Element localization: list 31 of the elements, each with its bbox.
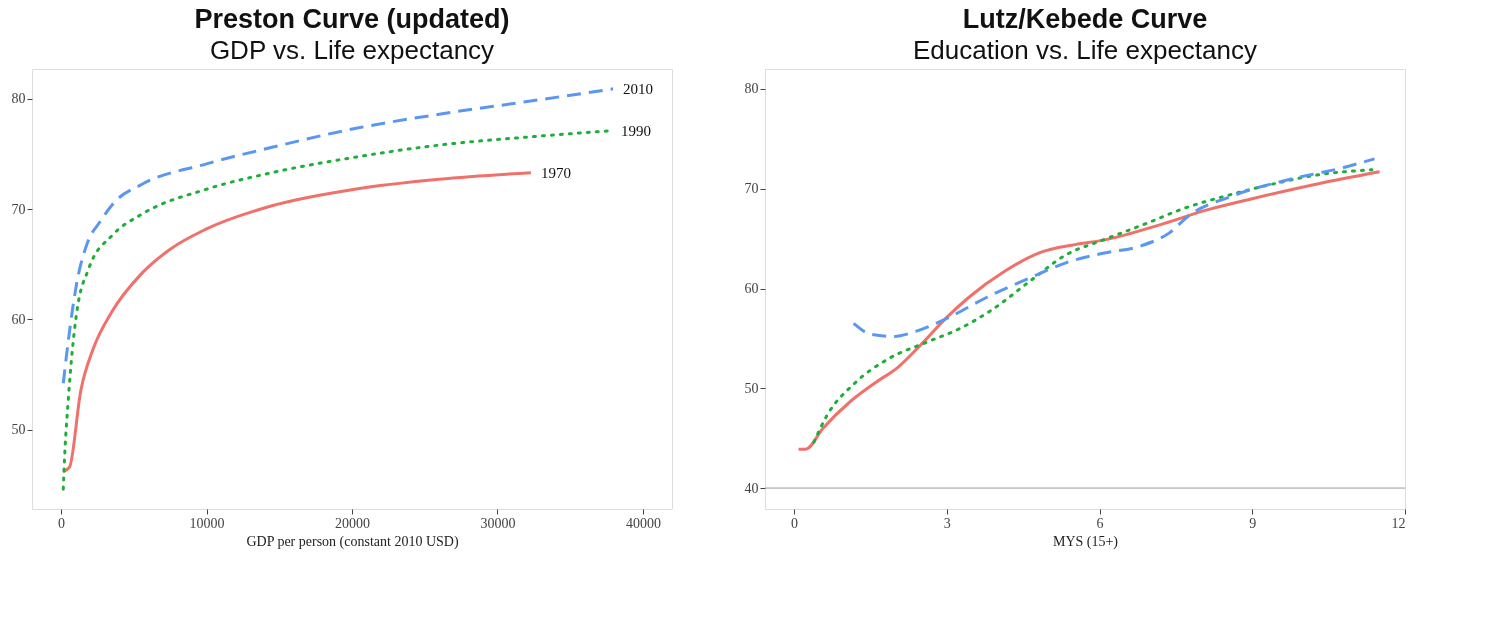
x-tick-label: 0 [58, 515, 66, 531]
y-tick-label: 40 [744, 480, 759, 496]
x-axis-title: MYS (15+) [1052, 533, 1119, 550]
chart-title: Lutz/Kebede Curve [962, 4, 1208, 34]
x-tick-label: 30000 [480, 515, 516, 531]
y-tick-label: 50 [11, 422, 26, 438]
series-label: 1990 [620, 122, 651, 139]
x-tick-label: 6 [1096, 515, 1104, 531]
x-tick-label: 12 [1391, 515, 1406, 531]
x-tick-label: 0 [791, 515, 799, 531]
x-axis-title: GDP per person (constant 2010 USD) [246, 533, 459, 550]
x-tick-label: 20000 [335, 515, 370, 531]
y-tick-label: 50 [744, 380, 759, 396]
y-tick-label: 70 [11, 201, 26, 217]
line-series [61, 87, 615, 385]
chart-title: Preston Curve (updated) [194, 4, 510, 34]
y-tick-label: 80 [11, 91, 26, 107]
x-tick-label: 10000 [189, 515, 225, 531]
x-tick-label: 40000 [625, 515, 661, 531]
chart-subtitle: Education vs. Life expectancy [913, 35, 1257, 65]
y-tick-label: 80 [744, 81, 759, 97]
series-label: 1970 [540, 164, 571, 181]
x-tick-label: 9 [1249, 515, 1257, 531]
y-tick-label: 70 [744, 181, 759, 197]
y-tick-label: 60 [11, 311, 26, 327]
line-series [852, 157, 1376, 338]
y-tick-label: 60 [744, 281, 759, 296]
x-tick-label: 3 [943, 515, 951, 531]
series-label: 2010 [623, 80, 654, 97]
chart-subtitle: GDP vs. Life expectancy [209, 35, 495, 65]
line-series [61, 171, 533, 474]
